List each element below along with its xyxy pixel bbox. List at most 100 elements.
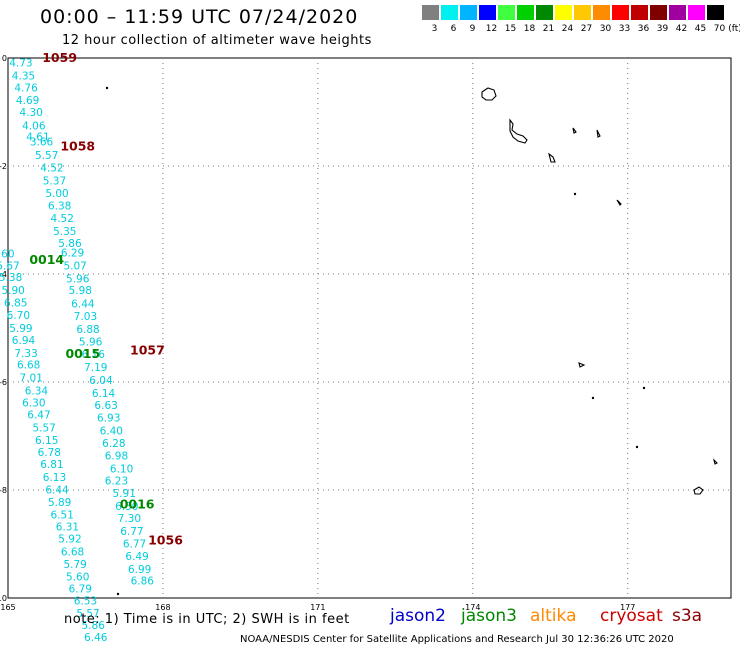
island-outline [572, 127, 577, 134]
latitude-tick-label: -6 [0, 378, 7, 387]
wave-height-label: 5.91 [113, 488, 136, 500]
pass-time-label: 0015 [65, 346, 100, 361]
color-swatch-15 [498, 5, 515, 20]
wave-height-label: 5.92 [58, 534, 81, 546]
satellite-legend-jason3: jason3 [461, 606, 517, 626]
color-swatch-21 [536, 5, 553, 20]
color-scale-label: 39 [656, 24, 669, 34]
color-swatch-30 [593, 5, 610, 20]
islet [573, 192, 577, 196]
chart-subtitle: 12 hour collection of altimeter wave hei… [62, 33, 372, 48]
wave-height-label: 6.51 [51, 509, 74, 521]
wave-height-label: 6.46 [84, 632, 108, 644]
longitude-tick-label: 174 [465, 603, 480, 612]
wave-height-label: 4.69 [16, 95, 39, 107]
wave-height-label: 6.30 [22, 398, 45, 410]
wave-height-label: 6.15 [35, 435, 58, 447]
wave-height-label: 6.44 [71, 299, 95, 311]
wave-height-label: 5.35 [53, 226, 76, 238]
color-scale-label: 3 [431, 24, 438, 34]
wave-height-label: 5.37 [43, 176, 66, 188]
wave-height-label: 6.47 [27, 409, 50, 421]
wave-height-label: 5.60 [0, 248, 15, 260]
color-scale-label: 70 [713, 24, 726, 34]
wave-height-label: 5.79 [63, 559, 86, 571]
color-swatch-9 [460, 5, 477, 20]
pass-time-label: 0014 [29, 252, 64, 267]
wave-height-label: 5.89 [48, 497, 71, 509]
island-outline [578, 362, 586, 368]
wave-height-label: 5.57 [35, 150, 58, 162]
island-outline [481, 87, 497, 101]
wave-height-label: 6.77 [120, 526, 143, 538]
latitude-tick-label: -10 [0, 594, 7, 603]
wave-height-label: 4.61 [26, 131, 49, 143]
wave-height-label: 5.67 [0, 260, 20, 272]
longitude-tick-label: 165 [0, 603, 15, 612]
island-outline [712, 458, 718, 465]
wave-height-label: 6.16 [82, 349, 106, 361]
latitude-tick-label: -8 [0, 486, 7, 495]
units-note: note: 1) Time is in UTC; 2) SWH is in fe… [64, 612, 350, 627]
wave-height-label: 6.63 [94, 400, 117, 412]
wave-height-label: 6.49 [125, 551, 148, 563]
color-scale-label: 36 [637, 24, 650, 34]
wave-height-label: 5.99 [9, 323, 32, 335]
wave-height-label: 5.96 [79, 337, 103, 349]
wave-height-label: 6.29 [61, 247, 84, 259]
color-scale-label: 12 [485, 24, 498, 34]
satellite-legend-altika: altika [530, 606, 577, 626]
wave-height-label: 7.19 [84, 362, 107, 374]
wave-height-label: 5.86 [82, 620, 106, 632]
color-swatch-24 [555, 5, 572, 20]
wave-height-label: 5.07 [63, 260, 86, 272]
wave-height-label: 6.86 [131, 576, 155, 588]
wave-height-label: 3.66 [30, 137, 54, 149]
wave-height-label: 7.01 [20, 373, 43, 385]
wave-height-label: 6.93 [97, 413, 120, 425]
color-scale-label: 33 [618, 24, 631, 34]
color-swatch-39 [650, 5, 667, 20]
pass-time-label: 1057 [130, 343, 165, 358]
satellite-legend-s3a: s3a [672, 606, 703, 626]
color-scale-label: 9 [469, 24, 476, 34]
color-swatch-42 [669, 5, 686, 20]
color-scale-label: 18 [523, 24, 536, 34]
wave-height-label: 6.04 [89, 375, 113, 387]
wave-height-label: 6.68 [17, 360, 40, 372]
latitude-tick-label: -2 [0, 162, 7, 171]
wave-height-label: 6.98 [105, 450, 128, 462]
latitude-tick-label: 0 [2, 54, 7, 63]
satellite-legend-cryosat: cryosat [600, 606, 663, 626]
wave-height-label: 5.90 [1, 285, 24, 297]
color-scale-label: 42 [675, 24, 688, 34]
wave-height-label: 5.00 [45, 188, 68, 200]
wave-height-label: 5.57 [32, 422, 55, 434]
longitude-tick-label: 168 [155, 603, 170, 612]
islands [105, 86, 718, 596]
color-scale-label: 6 [450, 24, 457, 34]
wave-height-label: 6.23 [105, 475, 128, 487]
wave-height-label: 5.60 [66, 571, 89, 583]
island-outline [616, 199, 622, 206]
wave-height-label: 7.03 [74, 311, 97, 323]
wave-height-label: 6.50 [115, 501, 138, 513]
wave-height-label: 6.88 [76, 324, 99, 336]
color-swatch-12 [479, 5, 496, 20]
pass-time-label: 0016 [120, 497, 155, 512]
wave-height-label: 6.31 [56, 522, 79, 534]
wave-height-label: 4.35 [12, 70, 35, 82]
pass-time-label: 1056 [148, 533, 183, 548]
wave-height-label: 6.44 [45, 484, 69, 496]
color-scale-label: 24 [561, 24, 574, 34]
wave-height-label: 6.40 [100, 426, 123, 438]
wave-height-label: 6.53 [74, 596, 97, 608]
wave-height-label: 6.34 [25, 386, 49, 398]
wave-height-label: 4.52 [51, 213, 74, 225]
wave-height-label: 4.76 [14, 83, 38, 95]
color-swatch-33 [612, 5, 629, 20]
color-scale-label: 21 [542, 24, 555, 34]
wave-height-label: 7.33 [14, 348, 37, 360]
wave-height-label: 6.68 [61, 547, 84, 559]
pass-time-label: 1059 [42, 50, 77, 65]
